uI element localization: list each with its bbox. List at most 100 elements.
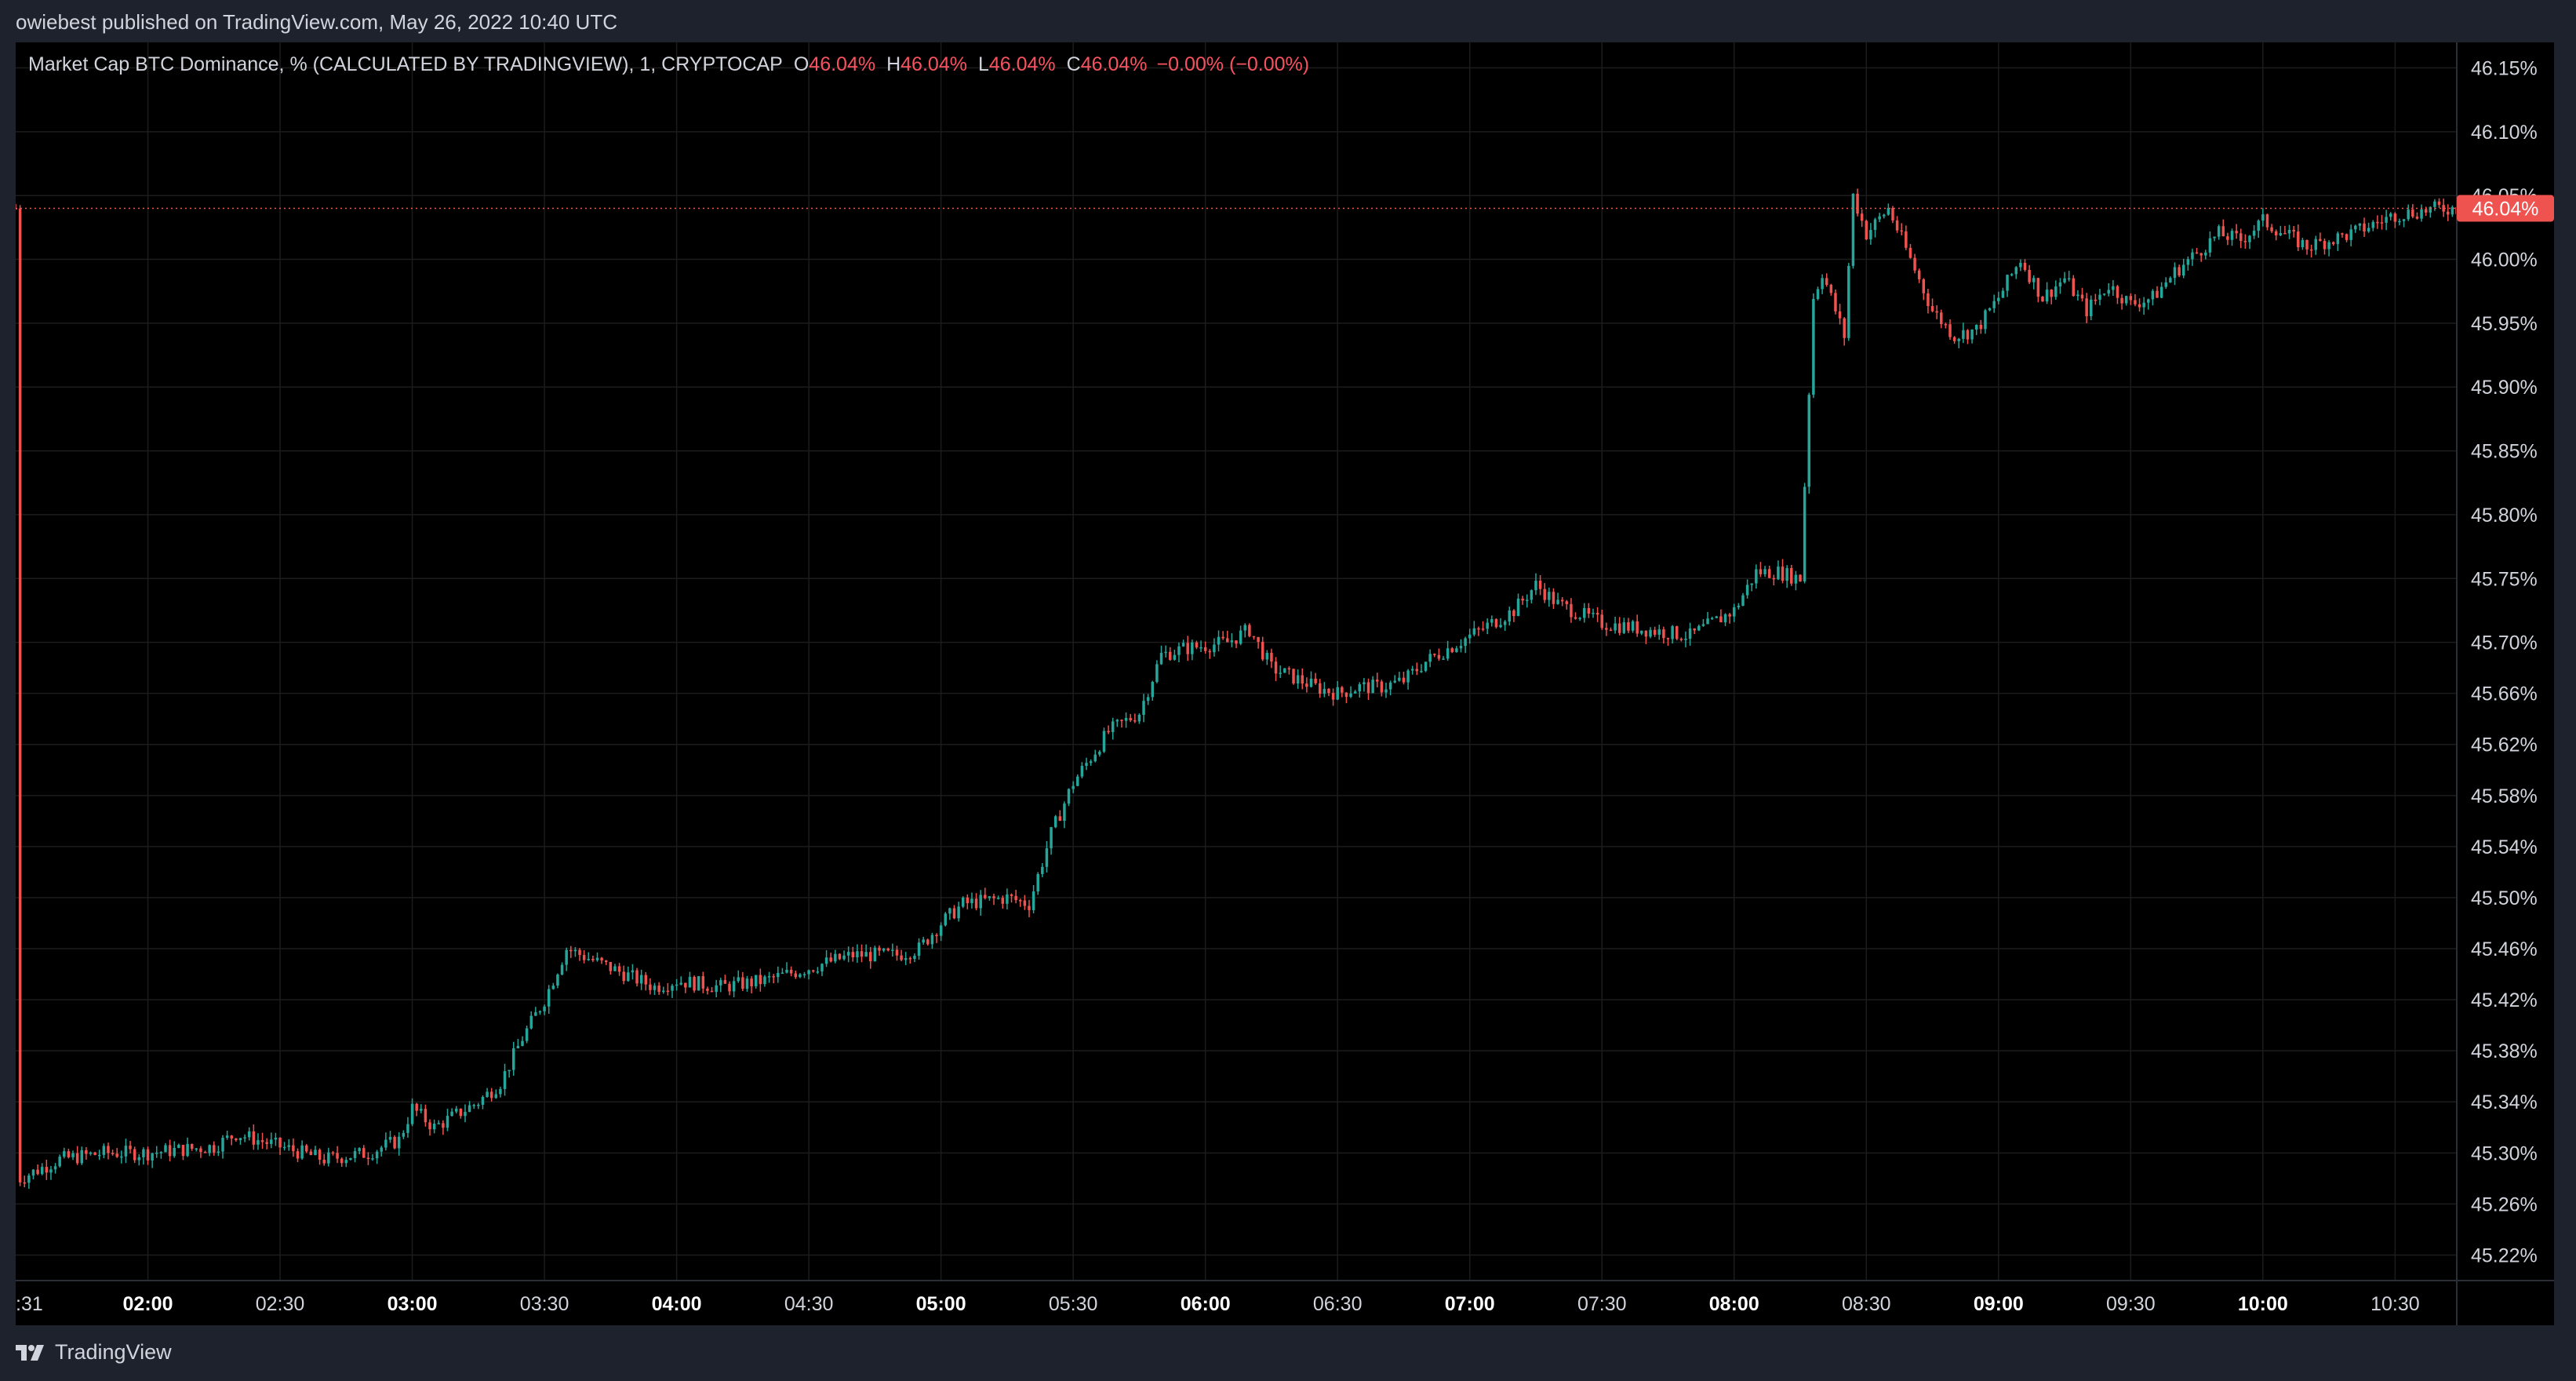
- candle-body: [864, 952, 868, 957]
- candle-body: [2067, 278, 2071, 280]
- candle-body: [115, 1153, 118, 1157]
- y-tick-label: 45.54%: [2471, 836, 2538, 858]
- candle-body: [970, 898, 973, 904]
- candle-body: [1292, 669, 1295, 684]
- candle-body: [2050, 290, 2053, 297]
- candle-body: [406, 1124, 409, 1133]
- candle-body: [181, 1145, 185, 1157]
- candle-body: [2045, 290, 2049, 302]
- candle-body: [2054, 286, 2058, 297]
- candle-body: [36, 1169, 39, 1175]
- candle-body: [16, 208, 17, 210]
- x-tick-label: 07:00: [1445, 1293, 1495, 1315]
- candle-body: [1341, 687, 1344, 693]
- candlestick-chart[interactable]: 46.15%46.10%46.05%46.00%45.95%45.90%45.8…: [16, 42, 2554, 1325]
- candle-body: [1398, 677, 1401, 681]
- candle-body: [930, 935, 934, 945]
- candle-body: [1847, 265, 1850, 338]
- y-tick-label: 45.50%: [2471, 887, 2538, 909]
- candle-body: [1790, 567, 1793, 584]
- y-tick-label: 46.10%: [2471, 122, 2538, 144]
- legend-low-label: L: [977, 53, 989, 75]
- candle-body: [1521, 598, 1524, 601]
- candle-body: [1526, 599, 1529, 601]
- candle-body: [935, 935, 938, 936]
- candle-body: [2243, 241, 2247, 242]
- candle-body: [1208, 650, 1212, 653]
- candle-body: [168, 1145, 172, 1157]
- candle-body: [1693, 628, 1696, 631]
- candle-body: [767, 976, 771, 978]
- candle-body: [1494, 619, 1498, 628]
- candle-body: [2023, 262, 2027, 271]
- candle-body: [600, 957, 603, 961]
- chart-area[interactable]: 46.15%46.10%46.05%46.00%45.95%45.90%45.8…: [16, 42, 2554, 1325]
- candle-body: [1349, 693, 1352, 698]
- candle-body: [2138, 304, 2141, 308]
- x-tick-label: :31: [16, 1293, 43, 1315]
- candle-body: [1856, 193, 1859, 214]
- candle-body: [503, 1071, 507, 1089]
- candle-body: [1737, 605, 1741, 607]
- candle-body: [1010, 894, 1013, 896]
- candle-body: [2173, 267, 2177, 279]
- candle-body: [442, 1123, 445, 1128]
- legend-high-value: 46.04%: [901, 53, 967, 75]
- candle-body: [1883, 214, 1886, 217]
- candle-body: [1402, 677, 1406, 683]
- candle-body: [2116, 286, 2119, 298]
- candle-body: [1124, 718, 1128, 721]
- candle-body: [305, 1145, 308, 1152]
- candle-body: [780, 972, 784, 975]
- candle-body: [1098, 751, 1101, 755]
- candle-body: [966, 897, 970, 904]
- x-axis-labels: :31 02:00 02:30 03:00 03:30 04:00 04:30 05:00 05…: [16, 1293, 2420, 1315]
- y-tick-label: 45.34%: [2471, 1091, 2538, 1113]
- candle-body: [1133, 720, 1137, 722]
- candle-body: [609, 961, 613, 971]
- candle-body: [525, 1028, 529, 1041]
- candle-body: [1199, 647, 1202, 649]
- candle-body: [728, 983, 731, 992]
- candle-body: [1353, 691, 1357, 694]
- candle-body: [1614, 623, 1617, 631]
- candle-body: [247, 1131, 251, 1138]
- candle-body: [622, 971, 625, 982]
- candle-body: [1723, 614, 1727, 623]
- tradingview-brand[interactable]: TradingView: [16, 1340, 172, 1365]
- candle-body: [820, 964, 824, 972]
- candle-body: [2336, 233, 2340, 245]
- candle-body: [1600, 614, 1603, 629]
- candle-body: [1530, 590, 1534, 600]
- candle-body: [565, 949, 568, 965]
- candle-body: [508, 1069, 511, 1072]
- candle-body: [432, 1124, 436, 1130]
- candle-body: [2001, 290, 2005, 298]
- candle-body: [2019, 262, 2022, 268]
- candle-body: [1036, 873, 1039, 892]
- candle-body: [1239, 630, 1243, 644]
- candle-body: [1415, 669, 1419, 672]
- y-tick-label: 45.66%: [2471, 683, 2538, 705]
- candle-body: [2129, 296, 2133, 301]
- candle-body: [1181, 643, 1185, 647]
- candle-body: [336, 1153, 339, 1159]
- candle-body: [1538, 581, 1542, 589]
- x-tick-label: 04:00: [652, 1293, 702, 1315]
- candle-body: [1063, 803, 1066, 822]
- candle-body: [2226, 236, 2229, 240]
- candle-body: [1213, 644, 1216, 653]
- legend-change: −0.00% (−0.00%): [1156, 53, 1310, 75]
- candle-body: [2301, 239, 2305, 248]
- candle-body: [1366, 682, 1370, 694]
- candle-body: [428, 1122, 431, 1130]
- candle-body: [794, 973, 798, 978]
- candle-body: [2058, 282, 2062, 287]
- candle-body: [213, 1145, 216, 1153]
- candle-body: [1666, 638, 1670, 639]
- x-tick-label: 10:30: [2370, 1293, 2420, 1315]
- candle-body: [1913, 257, 1916, 271]
- candle-body: [31, 1169, 35, 1176]
- candle-body: [2327, 242, 2330, 250]
- candle-body: [851, 952, 855, 958]
